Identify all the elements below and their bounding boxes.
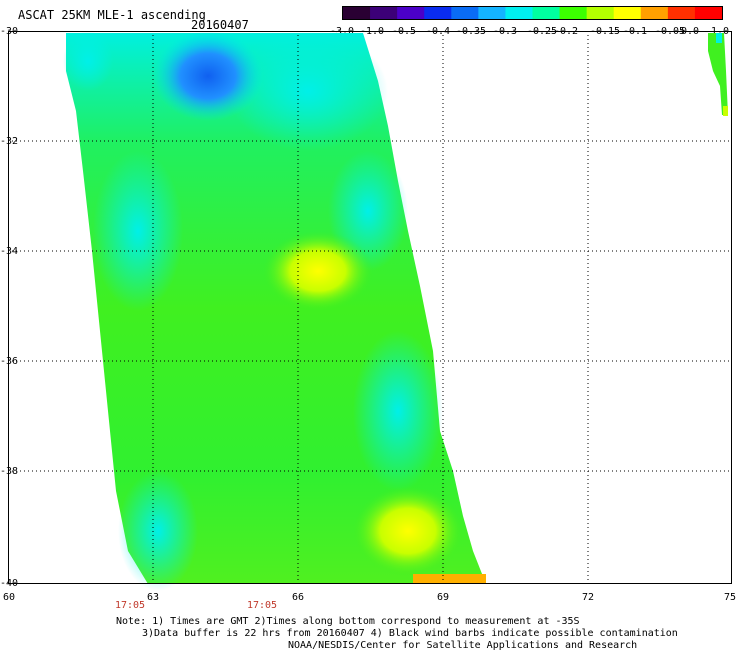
footnote: Note: 1) Times are GMT 2)Times along bot… — [116, 616, 678, 652]
high-value-strip — [413, 574, 486, 584]
lon-label: 69 — [436, 592, 450, 603]
cyan-region — [353, 331, 443, 491]
colorbar-swatch — [586, 7, 615, 19]
wind-swath-fragment — [716, 33, 722, 43]
cyan-region — [118, 471, 198, 591]
lon-label: 75 — [723, 592, 737, 603]
colorbar-swatch — [532, 7, 561, 19]
footnote-line-1: Note: 1) Times are GMT 2)Times along bot… — [116, 616, 580, 627]
lat-label: -40 — [0, 578, 19, 589]
map-frame — [8, 31, 732, 584]
wind-swath-fragment — [708, 33, 728, 115]
lat-label: -30 — [0, 26, 19, 37]
colorbar-swatch — [397, 7, 425, 19]
colorbar-swatch — [424, 7, 452, 19]
swath-time-label: 17:05 — [114, 600, 146, 611]
colorbar-swatch — [478, 7, 506, 19]
colorbar-swatch — [370, 7, 398, 19]
footnote-line-2: 3)Data buffer is 22 hrs from 20160407 4)… — [142, 628, 678, 639]
map-plot — [8, 31, 732, 591]
colorbar-swatch — [559, 7, 588, 19]
cyan-region — [93, 151, 183, 311]
cyan-region — [63, 31, 113, 91]
lon-label: 72 — [581, 592, 595, 603]
cyan-region — [228, 31, 388, 151]
title: ASCAT 25KM MLE-1 ascending — [18, 8, 206, 22]
colorbar-swatch — [640, 7, 669, 19]
lat-label: -38 — [0, 466, 19, 477]
lon-label: 66 — [291, 592, 305, 603]
footnote-line-3: NOAA/NESDIS/Center for Satellite Applica… — [288, 640, 638, 651]
low-value-region — [153, 31, 263, 121]
lon-label: 60 — [2, 592, 16, 603]
colorbar-swatch — [505, 7, 533, 19]
colorbar — [342, 6, 723, 20]
high-value-region — [263, 231, 373, 311]
lat-label: -34 — [0, 246, 19, 257]
colorbar-swatch — [451, 7, 479, 19]
colorbar-swatch — [343, 7, 371, 19]
date-label: 20160407 — [191, 18, 249, 32]
lat-label: -36 — [0, 356, 19, 367]
high-value-region — [353, 486, 463, 576]
swath-time-label: 17:05 — [246, 600, 278, 611]
wind-swath-fragment — [723, 106, 728, 116]
lat-label: -32 — [0, 136, 19, 147]
colorbar-swatch — [694, 7, 722, 19]
lon-label: 63 — [146, 592, 160, 603]
colorbar-swatch — [613, 7, 642, 19]
gridlines — [8, 31, 732, 584]
colorbar-swatch — [667, 7, 696, 19]
